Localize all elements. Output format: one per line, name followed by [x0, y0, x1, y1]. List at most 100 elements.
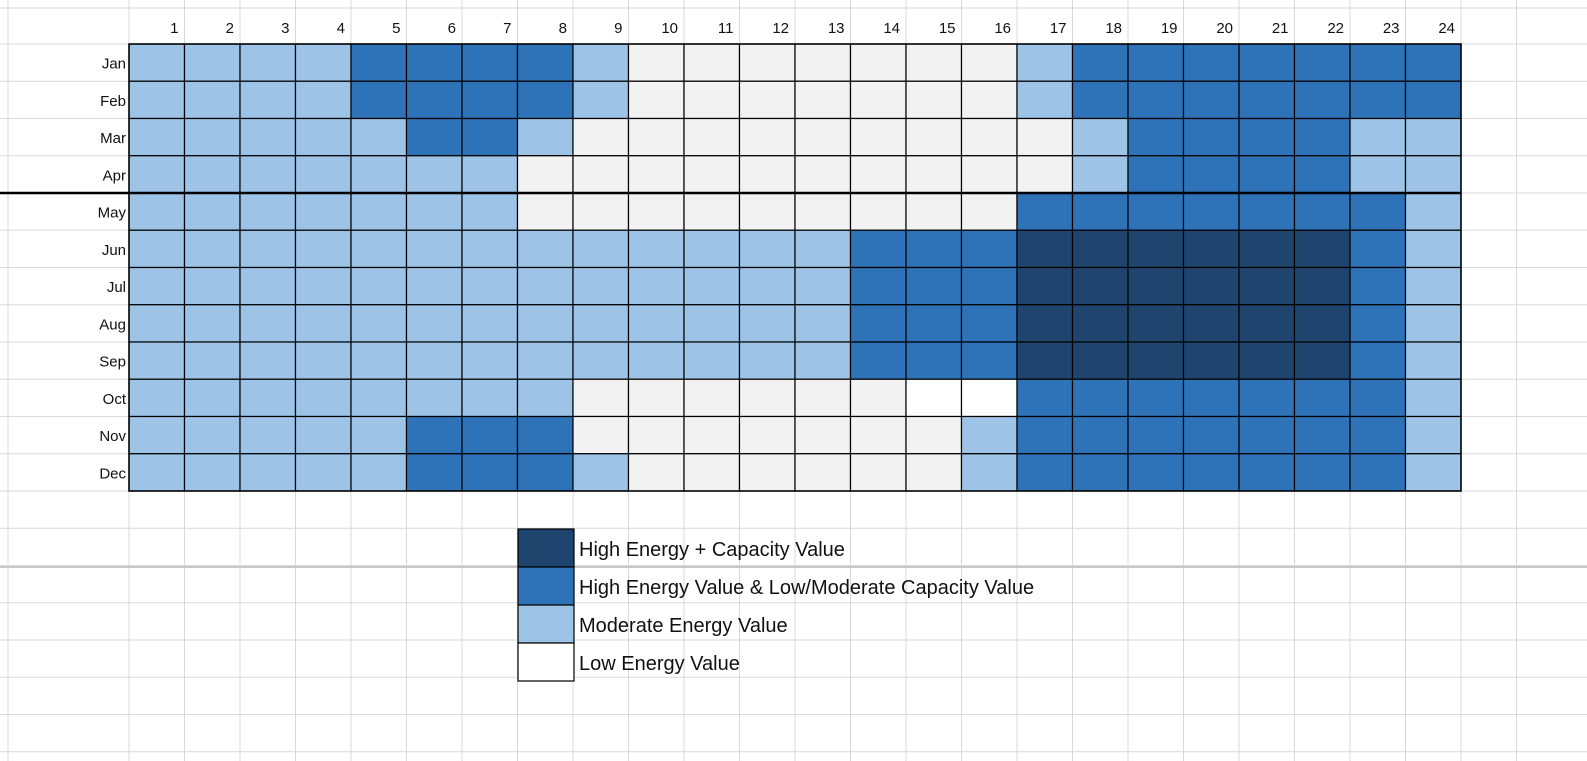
heatmap-cell	[572, 80, 630, 120]
heatmap-cell	[294, 266, 352, 306]
heatmap-cell	[683, 453, 741, 492]
hour-label: 4	[337, 20, 345, 37]
heatmap-cell	[516, 266, 574, 306]
heatmap-cell	[572, 378, 630, 418]
heatmap-cell	[350, 155, 408, 194]
heatmap-cell	[1349, 43, 1407, 82]
heatmap-cell	[849, 229, 907, 269]
heatmap-cell	[1238, 155, 1296, 194]
heatmap-cell	[572, 117, 630, 157]
heatmap-cell	[516, 155, 574, 194]
heatmap-cell	[1238, 117, 1296, 157]
heatmap-cell	[627, 155, 685, 194]
heatmap-cell	[239, 80, 297, 120]
month-label: Jan	[102, 56, 126, 73]
heatmap-cell	[1127, 378, 1185, 418]
heatmap-cell	[1349, 192, 1407, 231]
legend-label: High Energy + Capacity Value	[579, 539, 845, 561]
heatmap-cell	[738, 378, 796, 418]
hour-label: 18	[1105, 20, 1122, 37]
heatmap-cell	[239, 117, 297, 157]
heatmap-cell	[1071, 266, 1129, 306]
heatmap-cell	[461, 415, 519, 455]
heatmap-cell	[738, 80, 796, 120]
heatmap-cell	[1071, 155, 1129, 194]
heatmap-cell	[738, 43, 796, 82]
hour-label: 13	[828, 20, 845, 37]
heatmap-cell	[1127, 453, 1185, 492]
month-label: Sep	[99, 354, 126, 371]
heatmap-cell	[1404, 415, 1462, 455]
heatmap-cell	[183, 453, 241, 492]
heatmap-cell	[905, 415, 963, 455]
heatmap-cell	[516, 192, 574, 231]
heatmap-cell	[405, 117, 463, 157]
heatmap-cell	[572, 453, 630, 492]
heatmap-cell	[1293, 378, 1351, 418]
heatmap-cell	[128, 378, 186, 418]
month-label: Feb	[100, 93, 126, 110]
heatmap-cell	[738, 304, 796, 343]
heatmap-cell	[1016, 304, 1074, 343]
heatmap-cell	[1127, 192, 1185, 231]
heatmap-cell	[350, 378, 408, 418]
heatmap-cell	[960, 378, 1018, 418]
hour-label: 17	[1050, 20, 1067, 37]
heatmap-cell	[738, 266, 796, 306]
heatmap-cell	[239, 378, 297, 418]
heatmap-cell	[516, 341, 574, 380]
month-labels: Jan Feb Mar Apr May Jun Jul Aug Sep Oct Nov Dec	[98, 56, 127, 483]
heatmap-cell	[1404, 43, 1462, 82]
heatmap-cell	[683, 155, 741, 194]
heatmap-cell	[239, 453, 297, 492]
heatmap-cell	[239, 192, 297, 231]
heatmap-cell	[516, 43, 574, 82]
heatmap-cell	[572, 415, 630, 455]
heatmap-cell	[960, 192, 1018, 231]
heatmap-cell	[1238, 415, 1296, 455]
heatmap-cell	[960, 266, 1018, 306]
legend: High Energy + Capacity Value High Energy …	[517, 528, 1034, 682]
heatmap-cell	[405, 155, 463, 194]
heatmap-cell	[294, 192, 352, 231]
heatmap-cell	[1182, 341, 1240, 380]
heatmap-cell	[738, 117, 796, 157]
heatmap-cell	[1071, 304, 1129, 343]
heatmap-cell	[1016, 453, 1074, 492]
heatmap-cell	[1349, 304, 1407, 343]
heatmap-cell	[572, 229, 630, 269]
heatmap-cell	[516, 378, 574, 418]
heatmap-cell	[1182, 43, 1240, 82]
heatmap-cell	[1127, 155, 1185, 194]
heatmap-cell	[1349, 266, 1407, 306]
heatmap-cell	[1127, 80, 1185, 120]
heatmap-cell	[128, 266, 186, 306]
heatmap-cell	[461, 117, 519, 157]
heatmap-cell	[572, 192, 630, 231]
heatmap-cell	[683, 80, 741, 120]
month-label: Mar	[100, 130, 126, 147]
heatmap-cell	[1182, 453, 1240, 492]
heatmap-cell	[905, 155, 963, 194]
heatmap-cell	[294, 304, 352, 343]
heatmap-cell	[405, 304, 463, 343]
month-label: Dec	[99, 465, 126, 482]
legend-swatch	[517, 566, 575, 606]
heatmap-cell	[1238, 266, 1296, 306]
heatmap-cell	[1182, 266, 1240, 306]
heatmap-cell	[905, 341, 963, 380]
month-label: Oct	[103, 391, 127, 408]
heatmap-cell	[294, 43, 352, 82]
hour-label: 23	[1383, 20, 1400, 37]
heatmap-cell	[405, 43, 463, 82]
heatmap-cell	[794, 304, 852, 343]
heatmap-cell	[849, 453, 907, 492]
heatmap-cell	[794, 453, 852, 492]
heatmap-cell	[461, 80, 519, 120]
heatmap-cell	[350, 453, 408, 492]
heatmap-cell	[627, 415, 685, 455]
heatmap-cell	[405, 378, 463, 418]
heatmap-cell	[794, 266, 852, 306]
heatmap-cell	[1071, 229, 1129, 269]
heatmap-cell	[1071, 415, 1129, 455]
